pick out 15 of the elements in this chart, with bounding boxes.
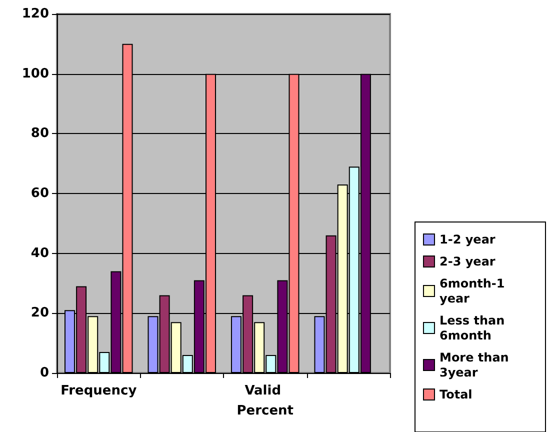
legend-label: 2-3 year <box>440 254 496 268</box>
y-tick-label: 100 <box>22 66 49 82</box>
x-tick-label: Valid Percent <box>236 384 294 418</box>
y-tick-label: 80 <box>30 126 49 142</box>
y-tick-label: 60 <box>30 186 49 201</box>
legend-label: More than 3year <box>440 350 514 380</box>
y-tick-label: 0 <box>40 366 49 380</box>
y-tick-label: 20 <box>30 306 49 321</box>
legend-label: Less than 6month <box>440 314 509 342</box>
legend-label: Total <box>440 388 472 402</box>
legend-label: 6month-1 year <box>440 276 509 306</box>
y-tick-label: 120 <box>22 6 49 22</box>
legend-label: 1-2 year <box>440 232 496 246</box>
x-tick-label: Frequency <box>60 384 138 398</box>
y-tick-label: 40 <box>30 246 49 261</box>
